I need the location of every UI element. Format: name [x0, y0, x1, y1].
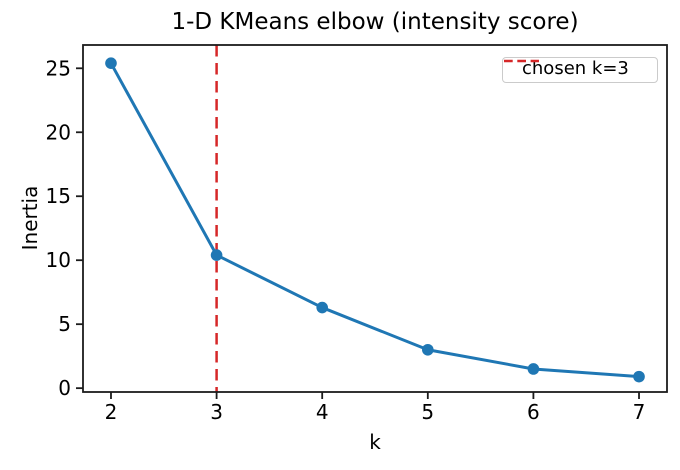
y-tick-label: 25 — [46, 56, 71, 80]
axes-spines — [82, 44, 668, 393]
data-point-marker — [527, 363, 540, 375]
legend-box: chosen k=3 — [502, 57, 658, 83]
x-axis-label: k — [369, 430, 381, 454]
y-tick-label: 0 — [58, 376, 71, 400]
data-point-marker — [422, 343, 434, 356]
x-tick-label: 2 — [105, 400, 118, 424]
y-tick-label: 15 — [46, 184, 71, 208]
x-tick-label: 5 — [421, 400, 434, 424]
data-point-marker — [105, 57, 117, 69]
inertia-line — [109, 61, 641, 379]
x-tick-label: 3 — [210, 400, 223, 424]
legend-entry-label: chosen k=3 — [522, 58, 629, 79]
x-tick-label: 6 — [527, 400, 540, 424]
y-tick-label: 20 — [46, 120, 71, 144]
y-tick-label: 5 — [58, 312, 71, 336]
legend-dashed-line-sample — [504, 59, 539, 63]
data-point-marker — [633, 370, 645, 383]
y-tick-label: 10 — [46, 248, 71, 272]
chart-title: 1-D KMeans elbow (intensity score) — [171, 9, 579, 35]
data-point-marker — [210, 249, 223, 261]
data-point-marker — [316, 301, 328, 314]
x-tick-label: 7 — [633, 400, 646, 424]
x-tick-label: 4 — [316, 400, 329, 424]
y-axis-label: Inertia — [18, 185, 42, 251]
